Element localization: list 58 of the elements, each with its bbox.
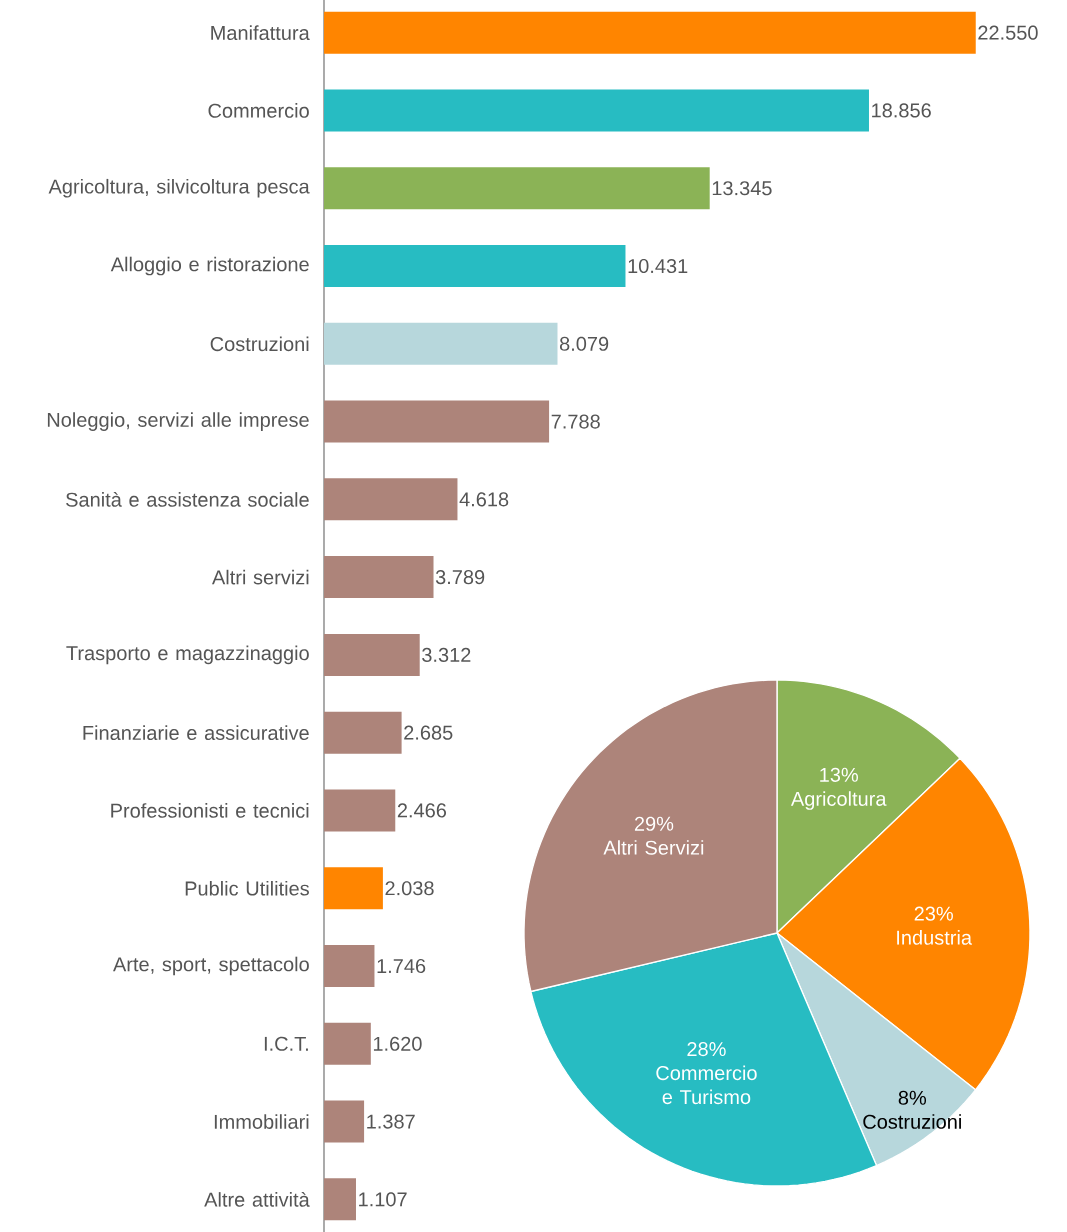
y-tick-label: Altri servizi <box>211 569 309 585</box>
bar <box>324 945 375 988</box>
data-label: 10.431 <box>628 258 688 274</box>
y-tick-label: Costruzioni <box>210 336 309 352</box>
y-tick-label: Finanziarie e assicurative <box>83 725 309 741</box>
y-tick-label: Arte, sport, spettacolo <box>113 956 309 976</box>
bar <box>324 789 396 832</box>
bar <box>324 89 869 132</box>
bar <box>324 633 420 676</box>
slice-label: Commercio e Turismo <box>656 1065 757 1105</box>
data-label: 8% <box>898 1090 927 1105</box>
data-label: 22.550 <box>978 25 1038 40</box>
bar <box>324 11 976 54</box>
bar <box>324 1022 371 1065</box>
bar <box>324 867 383 910</box>
y-tick-label: Immobiliari <box>214 1114 309 1129</box>
bar <box>324 245 626 288</box>
y-tick-label: Agricoltura, silvicoltura pesca <box>48 178 310 198</box>
bar <box>324 711 402 754</box>
y-tick-label: Manifattura <box>211 25 310 41</box>
data-label: 13.345 <box>712 181 772 196</box>
data-label: 1.620 <box>373 1036 422 1051</box>
slice-label: Altri Servizi <box>603 840 704 855</box>
data-label: 29% <box>634 816 674 831</box>
data-label: 2.466 <box>397 803 447 818</box>
bar <box>324 1178 356 1221</box>
data-label: 7.788 <box>551 414 600 429</box>
data-label: 13% <box>820 767 858 782</box>
bar <box>324 1100 365 1143</box>
y-tick-label: Public Utilities <box>185 880 309 896</box>
bar <box>324 400 550 443</box>
data-label: 8.079 <box>559 336 609 351</box>
y-tick-label: Professionisti e tecnici <box>111 803 309 818</box>
slice-label: Industria <box>897 930 973 945</box>
bar <box>324 322 558 365</box>
data-label: 2.685 <box>404 725 453 740</box>
bar <box>324 478 458 521</box>
y-tick-label: Noleggio, servizi alle imprese <box>47 412 309 431</box>
slice-label: Costruzioni <box>863 1114 961 1129</box>
data-label: 3.789 <box>435 570 485 585</box>
data-label: 1.387 <box>367 1114 415 1129</box>
data-label: 1.746 <box>377 958 426 974</box>
bar <box>324 556 434 599</box>
data-label: 18.856 <box>872 103 931 118</box>
data-label: 2.038 <box>385 881 434 896</box>
y-tick-label: Alloggio e ristorazione <box>110 256 309 276</box>
data-label: 4.618 <box>459 492 509 507</box>
y-tick-label: Commercio <box>208 103 309 118</box>
slice-label: Agricoltura <box>790 791 887 810</box>
bar <box>324 167 710 210</box>
y-tick-label: Trasporto e magazzinaggio <box>66 645 309 665</box>
data-label: 23% <box>914 906 953 921</box>
y-tick-label: Sanità e assistenza sociale <box>66 491 309 507</box>
y-tick-label: I.C.T. <box>264 1036 308 1051</box>
data-label: 28% <box>687 1042 726 1057</box>
data-label: 3.312 <box>422 647 471 662</box>
data-label: 1.107 <box>359 1192 407 1207</box>
y-tick-label: Altre attività <box>204 1191 310 1207</box>
